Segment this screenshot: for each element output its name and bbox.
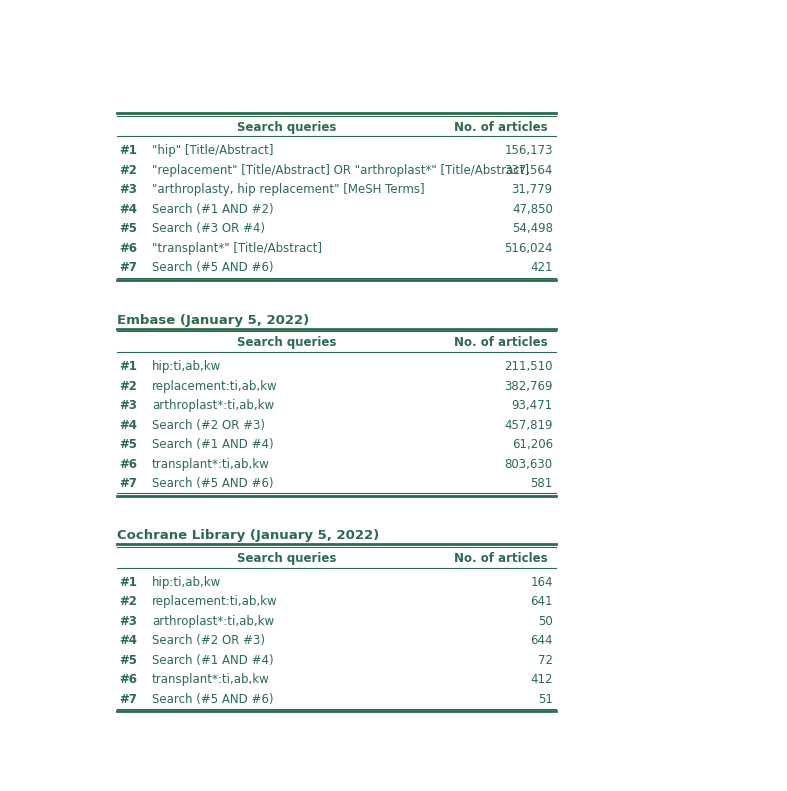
Text: transplant*:ti,ab,kw: transplant*:ti,ab,kw <box>152 673 270 686</box>
Text: #1: #1 <box>120 576 138 589</box>
Text: 211,510: 211,510 <box>504 360 552 373</box>
Text: 641: 641 <box>530 595 552 608</box>
Text: 412: 412 <box>530 673 552 686</box>
Text: 516,024: 516,024 <box>504 242 552 255</box>
Text: #5: #5 <box>120 222 138 236</box>
Text: arthroplast*:ti,ab,kw: arthroplast*:ti,ab,kw <box>152 399 274 412</box>
Text: Cochrane Library (January 5, 2022): Cochrane Library (January 5, 2022) <box>116 529 379 542</box>
Text: 382,769: 382,769 <box>504 380 552 392</box>
Text: 47,850: 47,850 <box>512 203 552 216</box>
Text: #6: #6 <box>120 457 138 471</box>
Text: 93,471: 93,471 <box>512 399 552 412</box>
Text: #6: #6 <box>120 673 138 686</box>
Text: "transplant*" [Title/Abstract]: "transplant*" [Title/Abstract] <box>152 242 322 255</box>
Text: #7: #7 <box>120 693 138 706</box>
Text: "replacement" [Title/Abstract] OR "arthroplast*" [Title/Abstract]: "replacement" [Title/Abstract] OR "arthr… <box>152 164 529 177</box>
Text: 51: 51 <box>538 693 552 706</box>
Text: #1: #1 <box>120 145 138 157</box>
Text: #4: #4 <box>120 418 138 432</box>
Text: arthroplast*:ti,ab,kw: arthroplast*:ti,ab,kw <box>152 615 274 627</box>
Text: Search (#2 OR #3): Search (#2 OR #3) <box>152 418 265 432</box>
Text: "arthroplasty, hip replacement" [MeSH Terms]: "arthroplasty, hip replacement" [MeSH Te… <box>152 184 425 196</box>
Text: #7: #7 <box>120 261 138 274</box>
Text: 156,173: 156,173 <box>504 145 552 157</box>
Text: replacement:ti,ab,kw: replacement:ti,ab,kw <box>152 380 278 392</box>
Text: Embase (January 5, 2022): Embase (January 5, 2022) <box>116 313 309 327</box>
Text: #3: #3 <box>120 184 138 196</box>
Text: Search queries: Search queries <box>237 552 336 565</box>
Text: #2: #2 <box>120 595 138 608</box>
Text: 72: 72 <box>538 653 552 667</box>
Text: Search (#5 AND #6): Search (#5 AND #6) <box>152 477 274 490</box>
Text: 164: 164 <box>530 576 552 589</box>
Text: #7: #7 <box>120 477 138 490</box>
Text: #3: #3 <box>120 615 138 627</box>
Text: No. of articles: No. of articles <box>454 552 548 565</box>
Text: #5: #5 <box>120 653 138 667</box>
Text: 457,819: 457,819 <box>504 418 552 432</box>
Text: 54,498: 54,498 <box>512 222 552 236</box>
Text: Search (#1 AND #4): Search (#1 AND #4) <box>152 653 274 667</box>
Text: 61,206: 61,206 <box>512 438 552 451</box>
Text: #5: #5 <box>120 438 138 451</box>
Text: Search queries: Search queries <box>237 121 336 134</box>
Text: #4: #4 <box>120 203 138 216</box>
Text: 644: 644 <box>530 634 552 647</box>
Text: 803,630: 803,630 <box>504 457 552 471</box>
Text: Search (#5 AND #6): Search (#5 AND #6) <box>152 693 274 706</box>
Text: Search (#2 OR #3): Search (#2 OR #3) <box>152 634 265 647</box>
Text: Search (#1 AND #4): Search (#1 AND #4) <box>152 438 274 451</box>
Text: replacement:ti,ab,kw: replacement:ti,ab,kw <box>152 595 278 608</box>
Text: 50: 50 <box>538 615 552 627</box>
Text: Search queries: Search queries <box>237 336 336 350</box>
Text: transplant*:ti,ab,kw: transplant*:ti,ab,kw <box>152 457 270 471</box>
Text: No. of articles: No. of articles <box>454 336 548 350</box>
Text: 581: 581 <box>530 477 552 490</box>
Text: "hip" [Title/Abstract]: "hip" [Title/Abstract] <box>152 145 274 157</box>
Text: #2: #2 <box>120 380 138 392</box>
Text: Search (#1 AND #2): Search (#1 AND #2) <box>152 203 274 216</box>
Text: 31,779: 31,779 <box>512 184 552 196</box>
Text: #4: #4 <box>120 634 138 647</box>
Text: Search (#5 AND #6): Search (#5 AND #6) <box>152 261 274 274</box>
Text: hip:ti,ab,kw: hip:ti,ab,kw <box>152 576 221 589</box>
Text: #3: #3 <box>120 399 138 412</box>
Text: No. of articles: No. of articles <box>454 121 548 134</box>
Text: hip:ti,ab,kw: hip:ti,ab,kw <box>152 360 221 373</box>
Text: 337,564: 337,564 <box>504 164 552 177</box>
Text: #6: #6 <box>120 242 138 255</box>
Text: #2: #2 <box>120 164 138 177</box>
Text: #1: #1 <box>120 360 138 373</box>
Text: 421: 421 <box>530 261 552 274</box>
Text: Search (#3 OR #4): Search (#3 OR #4) <box>152 222 265 236</box>
